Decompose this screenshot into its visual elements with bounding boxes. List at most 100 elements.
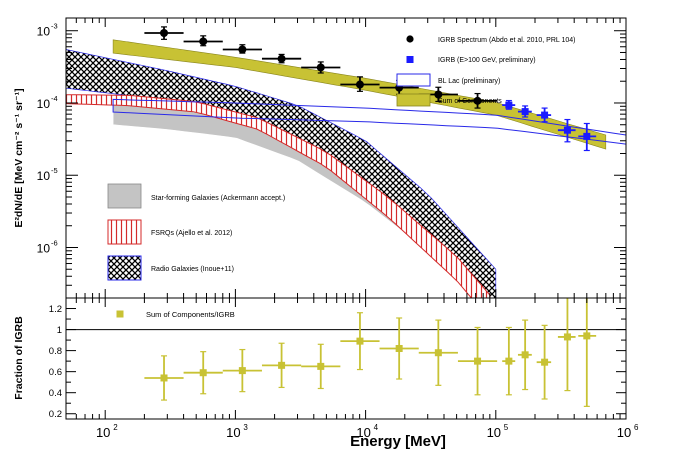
- marker: [505, 101, 513, 109]
- y-tick-label: 10: [37, 169, 51, 183]
- legend-rg-label: Radio Galaxies (Inoue+11): [151, 266, 234, 273]
- y-tick-label: 0.6: [49, 367, 62, 378]
- marker: [434, 349, 442, 357]
- y-tick-label: 1.2: [49, 304, 62, 315]
- marker: [316, 63, 325, 72]
- x-tick-label: 10: [356, 425, 370, 440]
- upper-points: [144, 26, 597, 152]
- marker: [541, 111, 549, 119]
- legend-bllac-label: BL Lac (preliminary): [438, 78, 500, 85]
- marker: [238, 367, 246, 375]
- marker: [238, 45, 247, 54]
- x-tick-exponent: 3: [243, 423, 248, 432]
- legend-rg-swatch: [107, 255, 142, 281]
- upper-bands: [66, 39, 626, 298]
- marker: [563, 333, 571, 341]
- igrb-hi-point-1: [517, 105, 532, 118]
- y-tick-label: 1: [57, 325, 62, 336]
- lower-panel: 10 2 10 3 10 4 10 5 10 60.20.40.60.811.2: [49, 297, 639, 440]
- x-tick-label: 10: [487, 425, 501, 440]
- marker: [563, 126, 571, 134]
- marker: [278, 361, 286, 369]
- y-tick-label: 10: [37, 25, 51, 39]
- upper-axis-ticks: 10-310-410-510-6: [37, 18, 627, 299]
- ratio-point-3: [261, 342, 302, 389]
- ratio-point-5: [340, 312, 380, 371]
- y-tick-label: 0.2: [49, 409, 62, 420]
- marker: [583, 332, 591, 340]
- igrb-point-1: [183, 35, 223, 47]
- igrb-point-3: [261, 53, 302, 64]
- x-tick-label: 10: [96, 425, 110, 440]
- marker: [434, 90, 443, 99]
- band-bl-lac: [112, 98, 626, 145]
- marker: [160, 374, 168, 382]
- legend-ratio-marker: [116, 310, 124, 318]
- ratio-point-8: [457, 326, 498, 396]
- y-tick-label: 10: [37, 97, 51, 111]
- ratio-point-12: [557, 298, 576, 392]
- marker: [474, 357, 482, 365]
- legend-sum-label: Sum of Components: [438, 98, 502, 105]
- x-tick-exponent: 5: [504, 423, 509, 432]
- igrb-hi-point-3: [557, 118, 576, 143]
- lower-axis-ticks: 10 2 10 3 10 4 10 5 10 60.20.40.60.811.2: [49, 298, 639, 440]
- y-tick-exponent: -5: [51, 166, 58, 175]
- marker: [505, 357, 513, 365]
- legend-ratio-label: Sum of Components/IGRB: [146, 310, 235, 319]
- x-tick-exponent: 6: [634, 423, 639, 432]
- ratio-point-13: [578, 298, 597, 407]
- lower-points: [66, 298, 626, 407]
- igrb-point-4: [301, 61, 341, 74]
- ratio-point-9: [502, 326, 516, 396]
- y-tick-label: 0.8: [49, 346, 62, 357]
- y-axis-title-upper: E²dN/dE [MeV cm⁻² s⁻¹ sr⁻¹]: [13, 88, 25, 227]
- legend-sfg-label: Star-forming Galaxies (Ackermann accept.…: [151, 195, 285, 202]
- x-tick-label: 10: [226, 425, 240, 440]
- legend-igrb-label: IGRB Spectrum (Abdo et al. 2010, PRL 104…: [438, 37, 575, 44]
- legend-igrb-hi-label: IGRB (E>100 GeV, preliminary): [438, 57, 536, 64]
- marker: [473, 96, 482, 105]
- x-axis-title: Energy [MeV]: [350, 433, 446, 450]
- x-tick-label: 10: [617, 425, 631, 440]
- y-tick-exponent: -4: [51, 94, 58, 103]
- upper-legend: IGRB Spectrum (Abdo et al. 2010, PRL 104…: [396, 35, 575, 107]
- marker: [395, 345, 403, 353]
- band-sum-components: [112, 39, 607, 150]
- x-tick-exponent: 4: [374, 423, 379, 432]
- band-fsrq: [66, 94, 491, 298]
- ratio-point-11: [536, 324, 552, 400]
- marker: [521, 108, 529, 116]
- legend-igrb-hi-marker: [406, 56, 414, 63]
- legend-fsrq-swatch: [107, 219, 142, 245]
- legend-sum-swatch: [396, 93, 431, 107]
- marker: [199, 37, 208, 46]
- marker: [541, 358, 549, 366]
- igrb-point-0: [144, 26, 184, 40]
- ratio-point-10: [517, 319, 532, 391]
- y-tick-exponent: -6: [51, 238, 58, 247]
- igrb-point-5: [340, 76, 380, 92]
- marker: [583, 132, 591, 140]
- y-tick-exponent: -3: [51, 22, 58, 31]
- marker: [277, 54, 286, 63]
- y-tick-label: 0.4: [49, 388, 62, 399]
- igrb-point-8: [457, 92, 498, 109]
- marker: [356, 337, 364, 345]
- x-tick-exponent: 2: [113, 423, 118, 432]
- ratio-point-0: [144, 355, 184, 401]
- ratio-point-2: [222, 348, 262, 393]
- legend-sfg-swatch: [107, 183, 142, 209]
- marker: [317, 362, 325, 370]
- igrb-point-2: [222, 44, 262, 54]
- ratio-point-4: [301, 343, 341, 390]
- marker: [355, 80, 364, 89]
- lower-legend: Sum of Components/IGRB: [116, 310, 235, 319]
- upper-panel: 10-310-410-510-6: [37, 17, 627, 299]
- igrb-hi-point-4: [578, 122, 597, 152]
- legend-igrb-marker: [406, 35, 414, 43]
- igrb-hi-point-0: [502, 99, 516, 110]
- components-legend: Star-forming Galaxies (Ackermann accept.…: [107, 183, 285, 281]
- lower-plot-frame: [65, 297, 627, 420]
